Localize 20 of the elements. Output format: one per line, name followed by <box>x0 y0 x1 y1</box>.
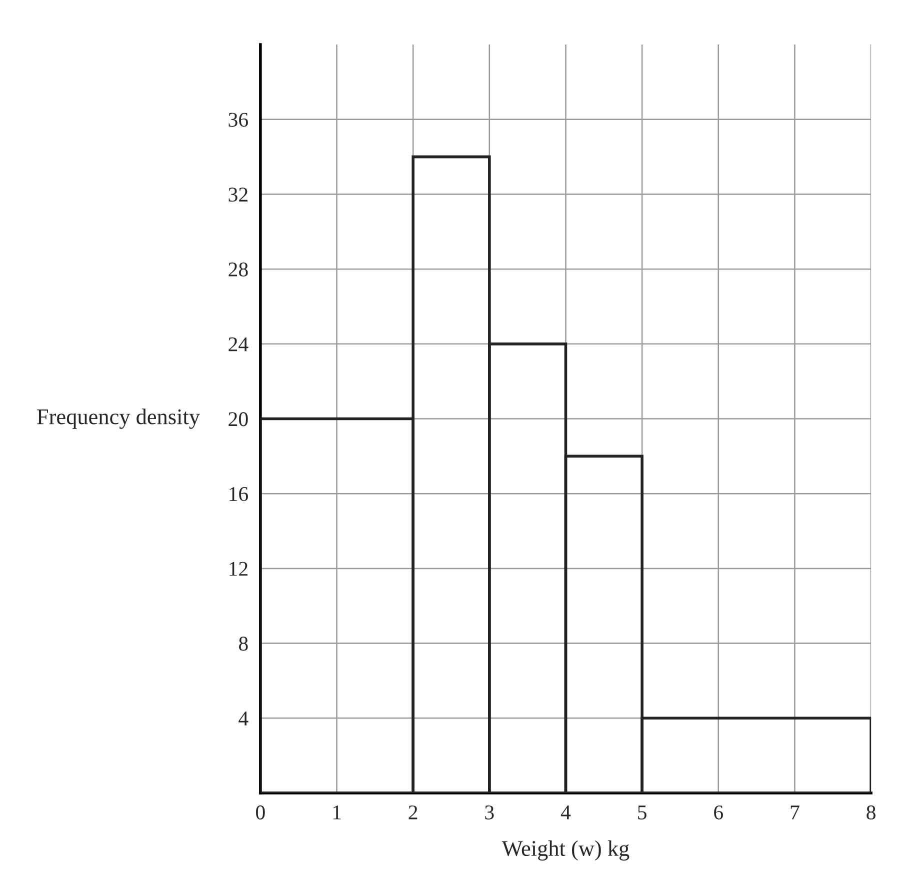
y-tick-label: 4 <box>238 712 248 726</box>
x-tick-label: 8 <box>866 805 876 820</box>
x-axis-title: Weight (w) kg <box>502 840 630 861</box>
y-tick-label: 16 <box>230 487 248 502</box>
y-tick-label: 36 <box>228 112 248 127</box>
x-tick-label: 6 <box>714 805 723 820</box>
x-tick-label: 0 <box>256 805 265 820</box>
x-tick-label: 7 <box>790 806 800 820</box>
y-tick-label: 20 <box>228 412 248 426</box>
x-tick-label: 3 <box>485 805 494 820</box>
y-tick-label: 24 <box>228 337 248 352</box>
y-tick-label: 12 <box>230 562 248 576</box>
y-tick-label: 8 <box>238 636 248 651</box>
x-tick-label: 5 <box>638 806 646 820</box>
x-tick-label: 1 <box>333 806 341 820</box>
y-tick-label: 28 <box>228 262 248 277</box>
y-tick-label: 32 <box>228 188 248 202</box>
x-tick-label: 4 <box>560 806 571 820</box>
y-axis-title: Frequency density <box>37 408 200 429</box>
x-tick-label: 2 <box>408 805 418 820</box>
